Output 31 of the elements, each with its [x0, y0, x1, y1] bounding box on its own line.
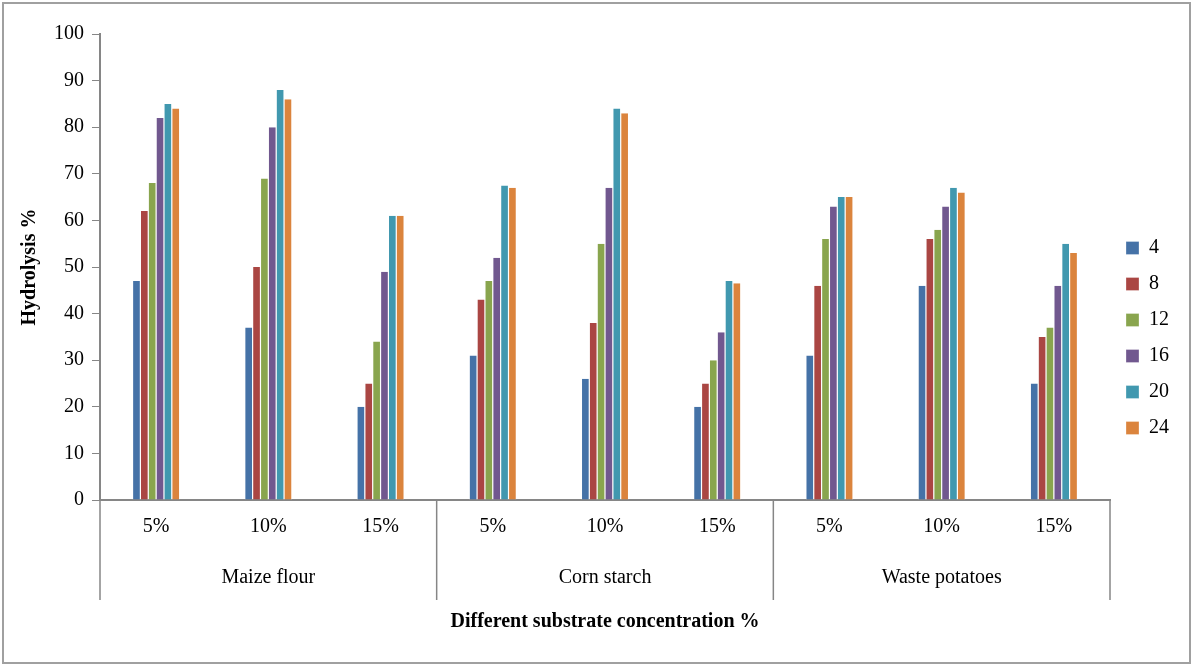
x-tick-label: 15%	[1035, 514, 1073, 537]
x-tick-label: 5%	[816, 514, 843, 537]
x-tick-label: 15%	[698, 514, 736, 537]
text: Corn starch	[558, 565, 652, 588]
legend-label: 20	[1149, 379, 1169, 402]
y-tick-label: 80	[64, 114, 84, 137]
legend-label: 24	[1149, 415, 1169, 438]
text: Waste potatoes	[881, 565, 1002, 589]
y-tick-label: 0	[74, 487, 84, 510]
y-tick-label: 100	[54, 21, 84, 44]
x-tick-label: 5%	[479, 514, 507, 537]
x-tick-label: 10%	[250, 514, 287, 537]
y-tick-label: 30	[64, 347, 84, 370]
x-tick-label: 10%	[586, 514, 624, 537]
y-tick-label: 70	[64, 161, 84, 184]
legend-label: 12	[1149, 307, 1169, 330]
legend-label: 4	[1149, 235, 1159, 258]
x-axis-title: Different substrate concentration %	[450, 609, 760, 632]
y-tick-label: 20	[64, 394, 84, 417]
y-tick-label: 40	[64, 300, 84, 323]
y-tick-label: 90	[64, 67, 84, 90]
text: Maize flour	[221, 565, 316, 588]
y-tick-label: 50	[64, 254, 84, 277]
x-tick-label: 10%	[923, 514, 960, 537]
y-axis-title: Hydrolysis %	[17, 208, 41, 326]
x-tick-label: 5%	[142, 514, 170, 537]
y-tick-label: 10	[64, 440, 84, 463]
legend-label: 16	[1149, 343, 1169, 366]
y-tick-label: 60	[64, 207, 84, 230]
legend-label: 8	[1149, 271, 1159, 294]
x-tick-label: 15%	[362, 514, 399, 537]
